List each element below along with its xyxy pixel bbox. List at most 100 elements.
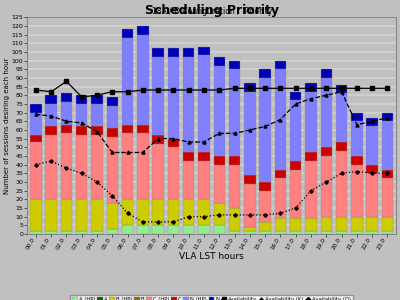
- Bar: [137, 34, 149, 125]
- Bar: [46, 199, 57, 230]
- Bar: [320, 147, 332, 156]
- Bar: [106, 229, 118, 234]
- Bar: [305, 92, 317, 152]
- Bar: [351, 165, 362, 217]
- Bar: [290, 218, 302, 230]
- Bar: [214, 165, 225, 203]
- Bar: [305, 161, 317, 218]
- Bar: [320, 78, 332, 147]
- Bar: [260, 78, 271, 182]
- Bar: [244, 175, 256, 184]
- Bar: [336, 151, 347, 217]
- Bar: [260, 190, 271, 222]
- Bar: [183, 48, 194, 57]
- Bar: [290, 170, 302, 218]
- Bar: [61, 125, 72, 134]
- Bar: [382, 230, 393, 234]
- Bar: [320, 69, 332, 78]
- Bar: [351, 112, 362, 121]
- Bar: [214, 66, 225, 156]
- Bar: [229, 208, 240, 230]
- Bar: [61, 102, 72, 125]
- Bar: [214, 156, 225, 165]
- Bar: [46, 230, 57, 234]
- Bar: [198, 152, 210, 161]
- Bar: [122, 125, 133, 134]
- Bar: [76, 135, 88, 199]
- Bar: [106, 106, 118, 128]
- Bar: [351, 156, 362, 165]
- Bar: [198, 199, 210, 225]
- Bar: [275, 61, 286, 69]
- Bar: [91, 230, 103, 234]
- Legend: A (HP), A, B (HP), B, C (HP), C, N (HP), N, Availability, Availability (K), Avai: A (HP), A, B (HP), B, C (HP), C, N (HP),…: [70, 295, 353, 300]
- Bar: [137, 125, 149, 134]
- X-axis label: VLA LST hours: VLA LST hours: [179, 252, 244, 261]
- Bar: [137, 199, 149, 225]
- Bar: [183, 225, 194, 234]
- Bar: [76, 95, 88, 104]
- Bar: [382, 178, 393, 217]
- Bar: [382, 170, 393, 178]
- Bar: [290, 92, 302, 100]
- Bar: [198, 47, 210, 55]
- Bar: [152, 225, 164, 234]
- Bar: [290, 100, 302, 161]
- Bar: [30, 199, 42, 230]
- Bar: [305, 152, 317, 161]
- Bar: [106, 137, 118, 203]
- Bar: [229, 156, 240, 165]
- Bar: [152, 144, 164, 199]
- Bar: [244, 230, 256, 234]
- Bar: [336, 142, 347, 151]
- Bar: [382, 217, 393, 230]
- Bar: [183, 161, 194, 199]
- Bar: [30, 142, 42, 199]
- Bar: [168, 225, 179, 234]
- Bar: [106, 128, 118, 137]
- Bar: [275, 218, 286, 230]
- Bar: [382, 112, 393, 121]
- Bar: [320, 217, 332, 230]
- Bar: [91, 127, 103, 135]
- Bar: [336, 85, 347, 94]
- Bar: [122, 225, 133, 234]
- Bar: [366, 173, 378, 217]
- Bar: [91, 199, 103, 230]
- Bar: [305, 230, 317, 234]
- Y-axis label: Number of sessions desiring each hour: Number of sessions desiring each hour: [4, 57, 10, 194]
- Bar: [137, 26, 149, 34]
- Bar: [30, 104, 42, 112]
- Bar: [244, 184, 256, 227]
- Bar: [91, 104, 103, 127]
- Bar: [152, 48, 164, 57]
- Bar: [76, 104, 88, 127]
- Bar: [137, 225, 149, 234]
- Bar: [214, 57, 225, 66]
- Bar: [122, 199, 133, 225]
- Bar: [122, 29, 133, 38]
- Bar: [244, 92, 256, 175]
- Bar: [290, 230, 302, 234]
- Bar: [275, 69, 286, 170]
- Bar: [106, 97, 118, 106]
- Bar: [336, 217, 347, 230]
- Bar: [168, 139, 179, 147]
- Bar: [61, 199, 72, 230]
- Bar: [366, 165, 378, 173]
- Bar: [183, 199, 194, 225]
- Bar: [275, 170, 286, 178]
- Bar: [336, 94, 347, 142]
- Bar: [351, 230, 362, 234]
- Bar: [106, 203, 118, 229]
- Bar: [198, 55, 210, 152]
- Bar: [366, 118, 378, 127]
- Bar: [30, 135, 42, 142]
- Bar: [152, 57, 164, 135]
- Bar: [260, 69, 271, 78]
- Bar: [168, 147, 179, 199]
- Bar: [198, 161, 210, 199]
- Bar: [260, 182, 271, 190]
- Bar: [168, 57, 179, 139]
- Bar: [351, 217, 362, 230]
